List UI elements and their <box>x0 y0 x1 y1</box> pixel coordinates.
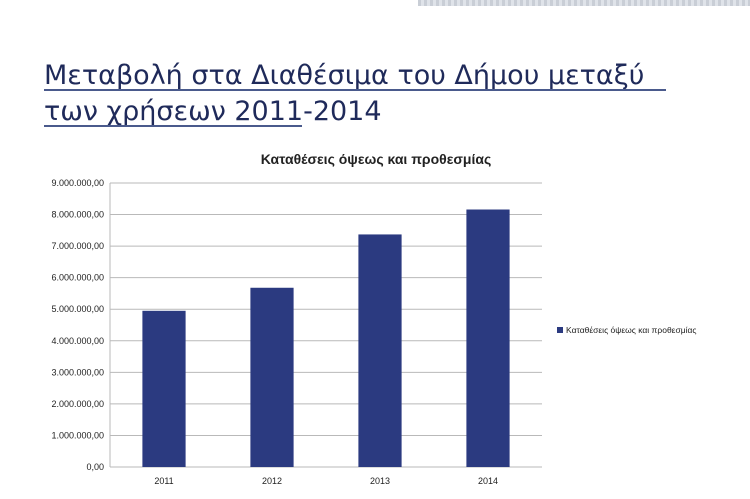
legend-label: Καταθέσεις όψεως και προθεσμίας <box>566 325 697 335</box>
chart-bars <box>142 209 510 468</box>
y-tick-label: 5.000.000,00 <box>51 304 104 314</box>
x-tick-label: 2012 <box>262 476 282 486</box>
title-underline-second-line <box>44 125 302 127</box>
scan-edge-strip <box>418 0 750 6</box>
y-tick-label: 8.000.000,00 <box>51 210 104 220</box>
slide-title: Μεταβολή στα Διαθέσιμα του Δήμου μεταξύ … <box>44 60 645 127</box>
x-tick-label: 2011 <box>154 476 173 486</box>
y-tick-label: 3.000.000,00 <box>51 367 104 377</box>
bar-2011 <box>142 310 186 467</box>
y-tick-label: 4.000.000,00 <box>51 336 104 346</box>
chart-legend: Καταθέσεις όψεως και προθεσμίας <box>557 325 697 335</box>
y-tick-label: 7.000.000,00 <box>51 241 104 251</box>
bar-2013 <box>358 234 402 467</box>
y-tick-label: 6.000.000,00 <box>51 273 104 283</box>
y-tick-label: 9.000.000,00 <box>51 178 104 188</box>
bar-2012 <box>250 287 294 467</box>
y-axis-tick-labels: 0,00 1.000.000,00 2.000.000,00 3.000.000,00… <box>51 178 104 472</box>
y-tick-label: 1.000.000,00 <box>51 430 104 440</box>
y-tick-label: 2.000.000,00 <box>51 399 104 409</box>
x-tick-label: 2013 <box>370 476 390 486</box>
title-underline <box>44 89 666 91</box>
y-tick-label: 0,00 <box>86 462 104 472</box>
chart-title: Καταθέσεις όψεως και προθεσμίας <box>261 151 492 167</box>
x-tick-label: 2014 <box>478 476 498 486</box>
bar-2014 <box>466 209 510 468</box>
x-axis-tick-labels: 2011 2012 2013 2014 <box>154 476 498 486</box>
legend-swatch <box>557 327 563 333</box>
